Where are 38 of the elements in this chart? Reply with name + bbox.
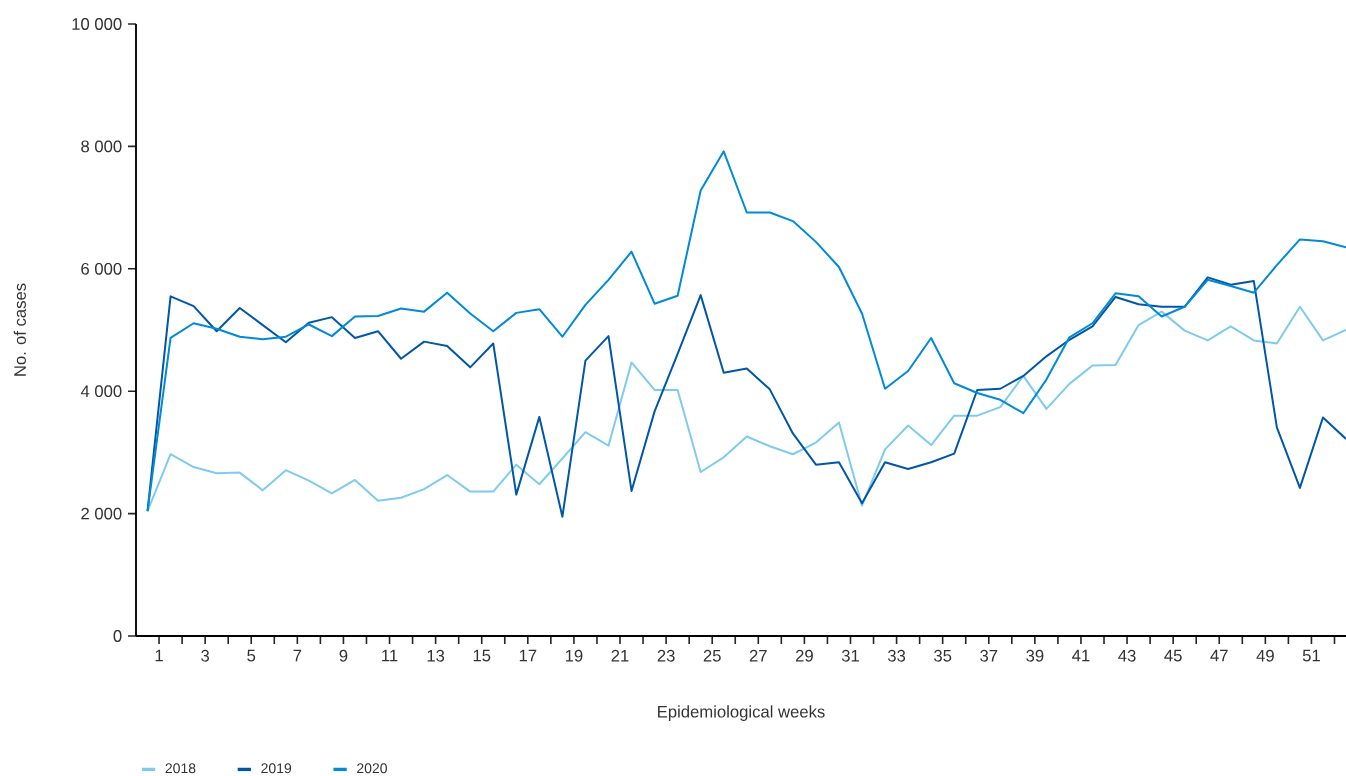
x-tick-label: 49 bbox=[1256, 649, 1274, 662]
x-tick-label: 43 bbox=[1118, 649, 1136, 662]
legend-label: 2019 bbox=[261, 763, 292, 774]
x-tick-label: 45 bbox=[1164, 649, 1182, 662]
x-tick-label: 33 bbox=[887, 649, 906, 662]
x-tick-label: 51 bbox=[1302, 649, 1320, 662]
x-tick-label: 1 bbox=[155, 649, 163, 662]
y-tick-label: 4 000 bbox=[80, 385, 122, 398]
x-tick-label: 3 bbox=[201, 649, 210, 662]
x-tick-label: 17 bbox=[519, 649, 537, 662]
x-tick-label: 47 bbox=[1210, 649, 1228, 662]
x-tick-label: 23 bbox=[657, 649, 675, 662]
y-tick-label: 6 000 bbox=[81, 262, 122, 275]
x-tick-label: 37 bbox=[980, 649, 998, 662]
legend-label: 2018 bbox=[165, 763, 196, 774]
x-tick-label: 13 bbox=[427, 649, 445, 662]
x-tick-label: 5 bbox=[247, 649, 256, 662]
y-tick-label: 8 000 bbox=[81, 140, 122, 153]
x-tick-label: 21 bbox=[611, 649, 629, 662]
x-tick-label: 29 bbox=[795, 649, 813, 662]
y-axis-title: No. of cases bbox=[13, 283, 26, 376]
x-tick-label: 7 bbox=[293, 649, 302, 662]
x-tick-label: 15 bbox=[473, 649, 491, 662]
x-axis-title: Epidemiological weeks bbox=[658, 705, 825, 721]
y-tick-label: 10 000 bbox=[72, 18, 122, 30]
x-tick-label: 25 bbox=[703, 649, 721, 662]
line-series bbox=[146, 150, 1346, 513]
y-tick-label: 2 000 bbox=[81, 507, 122, 520]
x-tick-label: 9 bbox=[339, 649, 348, 662]
x-tick-label: 35 bbox=[934, 649, 952, 662]
x-tick-label: 39 bbox=[1026, 649, 1044, 662]
x-tick-label: 31 bbox=[841, 649, 859, 662]
x-tick-label: 41 bbox=[1072, 649, 1090, 662]
legend-label: 2020 bbox=[357, 763, 387, 774]
x-tick-label: 19 bbox=[565, 649, 583, 662]
x-tick-label: 27 bbox=[749, 649, 767, 662]
x-tick-label: 11 bbox=[382, 649, 398, 662]
y-tick-label: 0 bbox=[113, 630, 122, 642]
